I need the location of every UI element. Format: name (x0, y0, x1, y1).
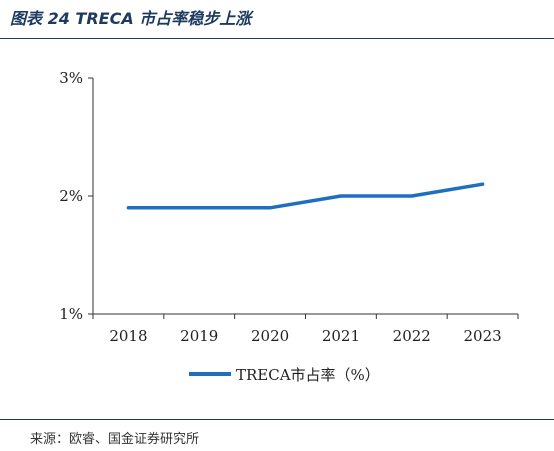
chart-legend: TRECA市占率（%） (189, 366, 380, 384)
legend-label: TRECA市占率（%） (236, 366, 380, 384)
x-tick-label: 2021 (322, 327, 360, 345)
x-tick-label: 2023 (463, 327, 501, 345)
line-chart: 1% 2% 3% 2018 2019 2020 2021 2022 2023 TRECA市占率… (59, 69, 519, 384)
top-rule (0, 38, 554, 39)
y-tick-label: 2% (59, 187, 83, 205)
x-tick-label: 2020 (251, 327, 289, 345)
x-axis-ticks: 2018 2019 2020 2021 2022 2023 (92, 314, 519, 345)
y-tick-label: 1% (59, 305, 83, 323)
series-line (126, 182, 485, 210)
source-note: 来源：欧睿、国金证券研究所 (30, 432, 200, 447)
x-tick-label: 2018 (109, 327, 147, 345)
chart-axes (92, 78, 518, 315)
bottom-rule (0, 419, 554, 420)
x-tick-label: 2019 (180, 327, 218, 345)
x-tick-label: 2022 (393, 327, 431, 345)
series-layer (126, 182, 485, 210)
y-axis-ticks: 1% 2% 3% (59, 69, 93, 323)
y-tick-label: 3% (59, 69, 83, 87)
figure-title: 图表 24 TRECA 市占率稳步上涨 (10, 9, 252, 28)
